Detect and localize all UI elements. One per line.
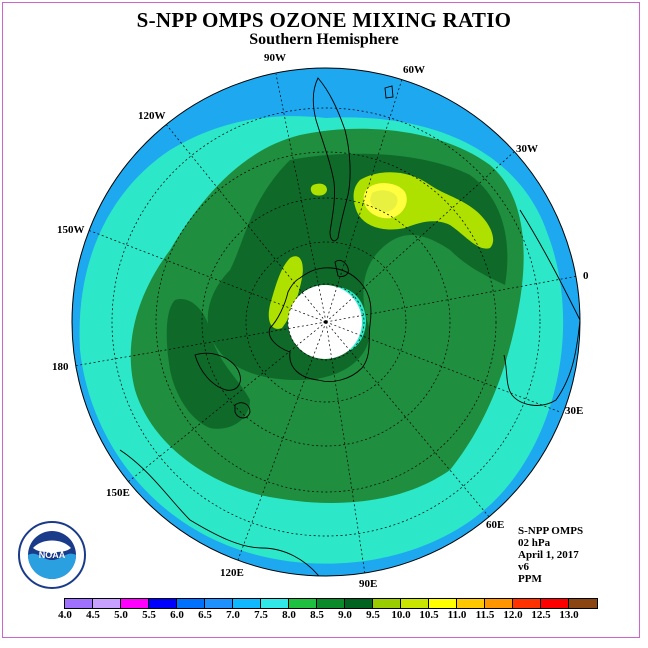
map-title: S-NPP OMPS OZONE MIXING RATIO	[136, 8, 512, 32]
meridian-line	[87, 229, 327, 323]
colorbar-tick-label: 13.0	[559, 609, 579, 621]
colorbar-swatch	[317, 599, 345, 608]
colorbar-swatch	[65, 599, 93, 608]
latitude-circle	[245, 241, 407, 403]
antarctic-peninsula	[334, 259, 349, 277]
meridian-line	[164, 122, 327, 323]
lon-label-60w: 60W	[403, 64, 425, 76]
info-units: PPM	[518, 573, 542, 585]
colorbar-swatch	[121, 599, 149, 608]
coastlines	[119, 77, 580, 576]
colorbar-swatch	[569, 599, 597, 608]
colorbar-tick-label: 10.0	[391, 609, 411, 621]
ozone-band-10	[370, 190, 398, 212]
colorbar-tick-label: 4.0	[58, 609, 72, 621]
ozone-band-8-5	[166, 299, 250, 429]
colorbar-tick-label: 6.0	[170, 609, 184, 621]
meridian-line	[73, 321, 327, 367]
colorbar-swatch	[429, 599, 457, 608]
lon-label-60e: 60E	[486, 519, 504, 531]
africa-coast	[503, 209, 580, 406]
colorbar-tick-label: 9.0	[338, 609, 352, 621]
colorbar-tick-label: 11.0	[447, 609, 467, 621]
ozone-field	[72, 68, 580, 576]
colorbar-tick-label: 5.5	[142, 609, 156, 621]
latitude-circle	[287, 283, 365, 361]
lon-label-150e: 150E	[106, 487, 130, 499]
colorbar-swatch	[513, 599, 541, 608]
colorbar-tick-label: 4.5	[86, 609, 100, 621]
colorbar-tick-label: 12.5	[531, 609, 551, 621]
lon-label-0: 0	[583, 270, 589, 282]
colorbar-tick-label: 8.5	[310, 609, 324, 621]
colorbar-tick-label: 9.5	[366, 609, 380, 621]
colorbar-swatch	[485, 599, 513, 608]
colorbar-tick-label: 6.5	[198, 609, 212, 621]
lon-label-120w: 120W	[138, 110, 166, 122]
lon-label-150w: 150W	[57, 224, 85, 236]
lon-label-90w: 90W	[264, 52, 286, 64]
graticule	[73, 73, 579, 575]
colorbar-tick-label: 12.0	[503, 609, 523, 621]
ozone-band-9-5	[310, 183, 327, 196]
tasmania-coast	[234, 402, 251, 419]
latitude-circle	[155, 151, 497, 493]
colorbar-tick-label: 7.0	[226, 609, 240, 621]
colorbar-swatch	[205, 599, 233, 608]
lon-label-120e: 120E	[220, 567, 244, 579]
meridian-line	[127, 321, 327, 483]
meridian-line	[325, 321, 561, 413]
colorbar-swatch	[93, 599, 121, 608]
colorbar-tick-label: 7.5	[254, 609, 268, 621]
meridian-line	[325, 78, 403, 323]
colorbar-swatch	[289, 599, 317, 608]
info-instrument: S-NPP OMPS	[518, 525, 584, 537]
longitude-labels: 90W 60W 30W 0 30E 60E 90E 120E 150E 180 …	[52, 52, 589, 590]
svg-text:NOAA: NOAA	[39, 550, 66, 560]
colorbar-tick-label: 10.5	[419, 609, 439, 621]
noaa-logo: NOAA	[18, 521, 86, 589]
colorbar-labels: 4.0 4.5 5.0 5.5 6.0 6.5 7.0 7.5 8.0 8.5 9.0 9.5 10.0…	[0, 609, 648, 623]
info-version: v6	[518, 561, 529, 573]
colorbar-tick-label: 5.0	[114, 609, 128, 621]
colorbar-swatch	[233, 599, 261, 608]
meridian-line	[325, 321, 491, 519]
colorbar-tick-label: 11.5	[475, 609, 495, 621]
globe-outline	[71, 67, 581, 577]
lon-label-90e: 90E	[359, 578, 377, 590]
colorbar	[64, 598, 598, 609]
island-coast	[384, 85, 394, 99]
antarctica-coast	[268, 267, 372, 382]
colorbar-swatch	[261, 599, 289, 608]
colorbar-swatch	[457, 599, 485, 608]
meridian-line	[325, 321, 366, 575]
colorbar-tick-label: 8.0	[282, 609, 296, 621]
new-zealand-coast	[194, 352, 241, 391]
lon-label-180: 180	[52, 361, 69, 373]
meridian-line	[325, 151, 515, 323]
info-level: 02 hPa	[518, 537, 551, 549]
colorbar-swatch	[345, 599, 373, 608]
latitude-circle	[201, 197, 451, 447]
colorbar-swatch	[541, 599, 569, 608]
meridian-line	[325, 275, 579, 323]
lon-label-30e: 30E	[565, 405, 583, 417]
latitude-circle	[111, 107, 541, 537]
colorbar-swatch	[401, 599, 429, 608]
ozone-band-9-5	[268, 256, 303, 329]
lon-label-30w: 30W	[516, 143, 538, 155]
meridian-line	[237, 321, 327, 561]
info-date: April 1, 2017	[518, 549, 579, 561]
map-subtitle: Southern Hemisphere	[249, 31, 399, 48]
colorbar-swatch	[373, 599, 401, 608]
colorbar-swatch	[177, 599, 205, 608]
south-america-coast	[312, 77, 351, 242]
colorbar-swatch	[149, 599, 177, 608]
map-info: S-NPP OMPS 02 hPa April 1, 2017 v6 PPM	[518, 525, 583, 585]
australia-coast	[119, 449, 322, 576]
meridian-line	[275, 73, 327, 323]
